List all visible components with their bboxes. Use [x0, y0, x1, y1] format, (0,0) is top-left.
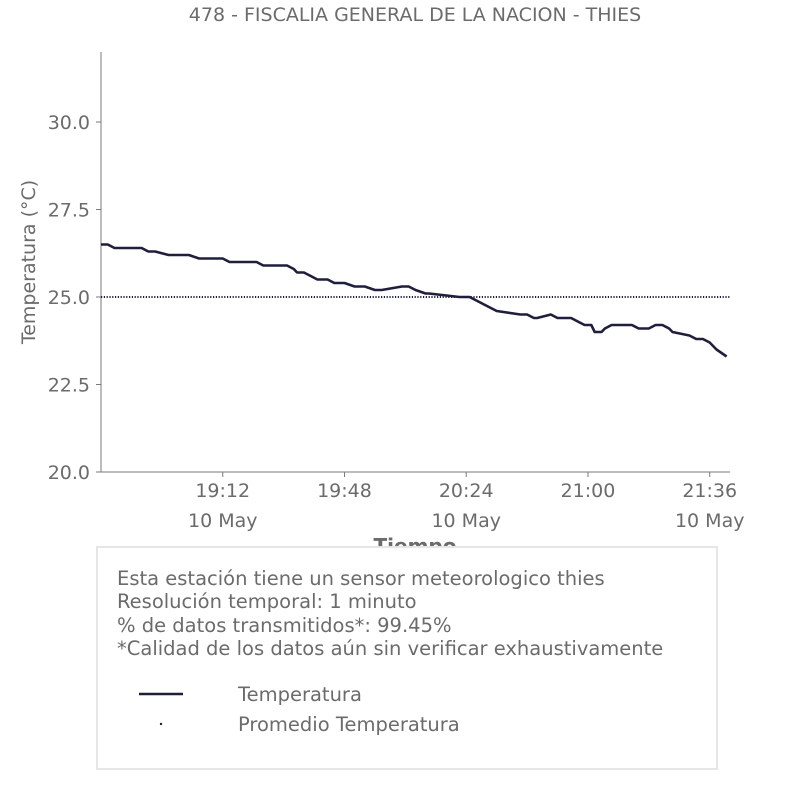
info-line-quality: *Calidad de los datos aún sin verificar …	[117, 636, 664, 660]
plot-series	[101, 243, 730, 358]
x-tick-time-2: 20:24	[439, 480, 494, 502]
y-tick-label-3: 27.5	[48, 200, 90, 222]
x-tick-date-4: 10 May	[675, 510, 745, 532]
y-tick-label-0: 20.0	[48, 462, 90, 484]
legend-label-temperatura: Temperatura	[238, 682, 362, 706]
legend-item-temperatura: Temperatura	[138, 682, 362, 706]
info-line-resolution: Resolución temporal: 1 minuto	[117, 590, 417, 614]
legend-line-solid-icon	[139, 692, 183, 696]
info-line-transmitted: % de datos transmitidos*: 99.45%	[117, 613, 452, 637]
x-tick-time-3: 21:00	[561, 480, 616, 502]
legend-item-promedio: Promedio Temperatura	[138, 712, 460, 736]
x-tick-date-0: 10 May	[188, 510, 258, 532]
chart-title: 478 - FISCALIA GENERAL DE LA NACION - TH…	[189, 4, 641, 26]
info-line-sensor: Esta estación tiene un sensor meteorolog…	[117, 567, 605, 590]
legend-label-promedio: Promedio Temperatura	[238, 712, 460, 736]
y-tick-label-2: 25.0	[48, 287, 90, 309]
y-tick-label-1: 22.5	[48, 375, 90, 397]
info-lines: Esta estación tiene un sensor meteorolog…	[117, 567, 663, 660]
series-temperatura-line	[101, 243, 728, 358]
x-tick-time-4: 21:36	[682, 480, 737, 502]
x-tick-date-2: 10 May	[431, 510, 501, 532]
info-box: Esta estación tiene un sensor meteorolog…	[96, 546, 718, 770]
axes: 20.0 22.5 25.0 27.5 30.0 19:12 10 May 19:48 20:2…	[48, 52, 745, 532]
y-tick-label-4: 30.0	[48, 112, 90, 134]
legend-dot-icon	[159, 722, 163, 726]
x-tick-time-0: 19:12	[195, 480, 250, 502]
x-tick-time-1: 19:48	[317, 480, 372, 502]
y-axis-title: Temperatura (°C)	[18, 180, 40, 345]
